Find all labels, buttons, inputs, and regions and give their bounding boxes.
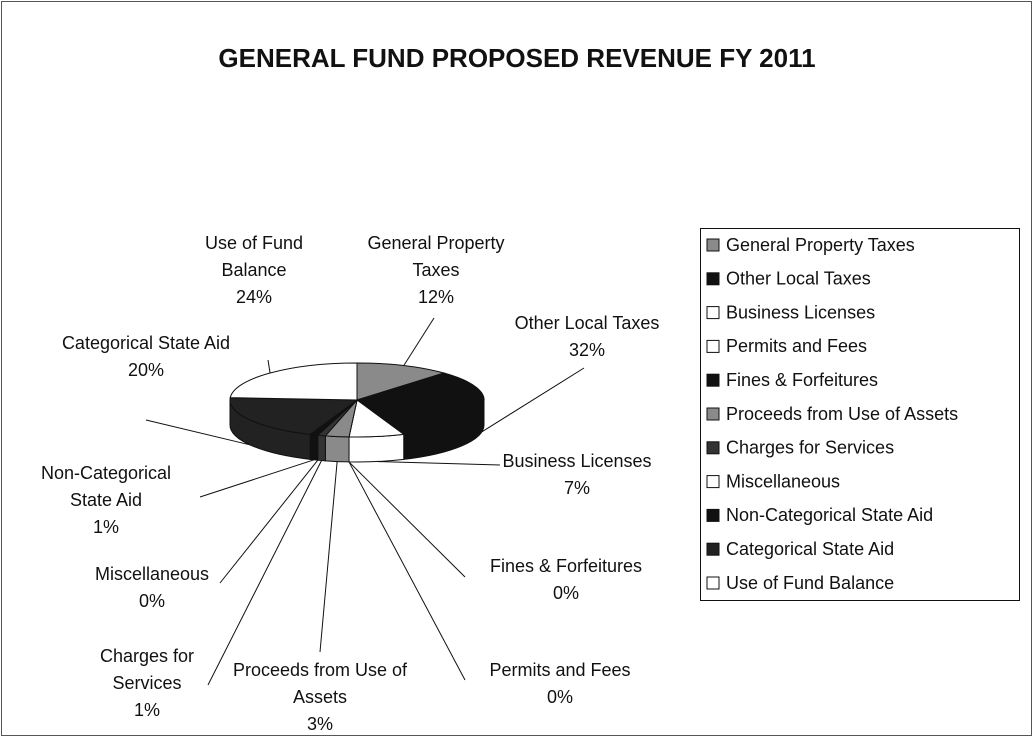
data-label-value: 1% [92, 517, 119, 537]
pie-slice [229, 397, 359, 435]
data-label: Categorical State Aid 20% [56, 330, 236, 384]
data-label-name: Business Licenses [502, 451, 652, 471]
data-label-name: Permits and Fees [489, 660, 631, 680]
legend-label: Non-Categorical State Aid [726, 505, 933, 525]
data-label-name: Other Local Taxes [514, 313, 660, 333]
leader-line [219, 459, 319, 584]
data-label-value: 3% [306, 714, 333, 734]
data-label-name: Use of Fund Balance [204, 233, 304, 280]
legend-label: Business Licenses [726, 302, 875, 322]
data-label-name: Proceeds from Use of Assets [232, 660, 408, 707]
leader-line [403, 317, 435, 366]
data-label-name: Non-Categorical State Aid [40, 463, 172, 510]
data-label-value: 0% [138, 591, 165, 611]
data-label-name: Categorical State Aid [61, 333, 231, 353]
legend-swatch [706, 238, 720, 252]
leader-line [376, 461, 501, 466]
legend-label: Other Local Taxes [726, 269, 871, 289]
data-label: Other Local Taxes 32% [487, 310, 687, 364]
data-label-value: 12% [417, 287, 455, 307]
data-label-value: 24% [235, 287, 273, 307]
data-label: Miscellaneous 0% [77, 561, 227, 615]
legend-label: Miscellaneous [726, 471, 840, 491]
data-label-value: 32% [568, 340, 606, 360]
data-label: Non-Categorical State Aid 1% [26, 460, 186, 541]
data-label: Proceeds from Use of Assets 3% [225, 657, 415, 738]
leader-line [348, 461, 466, 578]
legend-box [700, 228, 1020, 601]
legend-swatch [706, 475, 720, 489]
data-label: Fines & Forfeitures 0% [466, 553, 666, 607]
pie-slice [356, 362, 446, 401]
data-label-name: Charges for Services [99, 646, 195, 693]
legend-swatch [706, 508, 720, 522]
leader-line [199, 459, 315, 498]
pie-slice-side [309, 433, 319, 461]
leader-line [348, 461, 466, 681]
data-label: Permits and Fees 0% [470, 657, 650, 711]
legend-swatch [706, 272, 720, 286]
data-label-value: 0% [546, 687, 573, 707]
data-label-name: Miscellaneous [94, 564, 210, 584]
data-label-value: 0% [552, 583, 579, 603]
pie-slice-side [348, 433, 405, 463]
legend-swatch [706, 542, 720, 556]
pie-slice-side [317, 434, 326, 462]
chart-title: GENERAL FUND PROPOSED REVENUE FY 2011 [218, 43, 815, 73]
legend-swatch [706, 306, 720, 320]
legend-swatch [706, 339, 720, 353]
pie-slice [355, 372, 485, 435]
legend-label: Categorical State Aid [726, 539, 894, 559]
data-label: Charges for Services 1% [87, 643, 207, 724]
leader-line [319, 461, 338, 653]
leader-line [207, 460, 323, 686]
legend-swatch [706, 407, 720, 421]
data-label: Business Licenses 7% [487, 448, 667, 502]
leader-line [145, 419, 250, 446]
legend-label: Proceeds from Use of Assets [726, 404, 958, 424]
leader-line [267, 359, 271, 374]
data-label-name: General Property Taxes [367, 233, 505, 280]
legend-label: Fines & Forfeitures [726, 370, 878, 390]
legend-label: Use of Fund Balance [726, 573, 894, 593]
legend-swatch [706, 373, 720, 387]
legend: General Property Taxes Other Local Taxes B… [700, 228, 1020, 601]
pie-slice [229, 362, 358, 401]
legend-label: General Property Taxes [726, 235, 915, 255]
data-label-name: Fines & Forfeitures [489, 556, 643, 576]
data-label-value: 7% [563, 478, 590, 498]
legend-swatch [706, 441, 720, 455]
pie-slice-side [324, 435, 350, 463]
legend-label: Permits and Fees [726, 336, 867, 356]
legend-label: Charges for Services [726, 438, 894, 458]
data-label: Use of Fund Balance 24% [184, 230, 324, 311]
leader-line [481, 367, 585, 433]
data-label-value: 1% [133, 700, 160, 720]
data-label: General Property Taxes 12% [346, 230, 526, 311]
data-label-value: 20% [127, 360, 165, 380]
legend-swatch [706, 576, 720, 590]
